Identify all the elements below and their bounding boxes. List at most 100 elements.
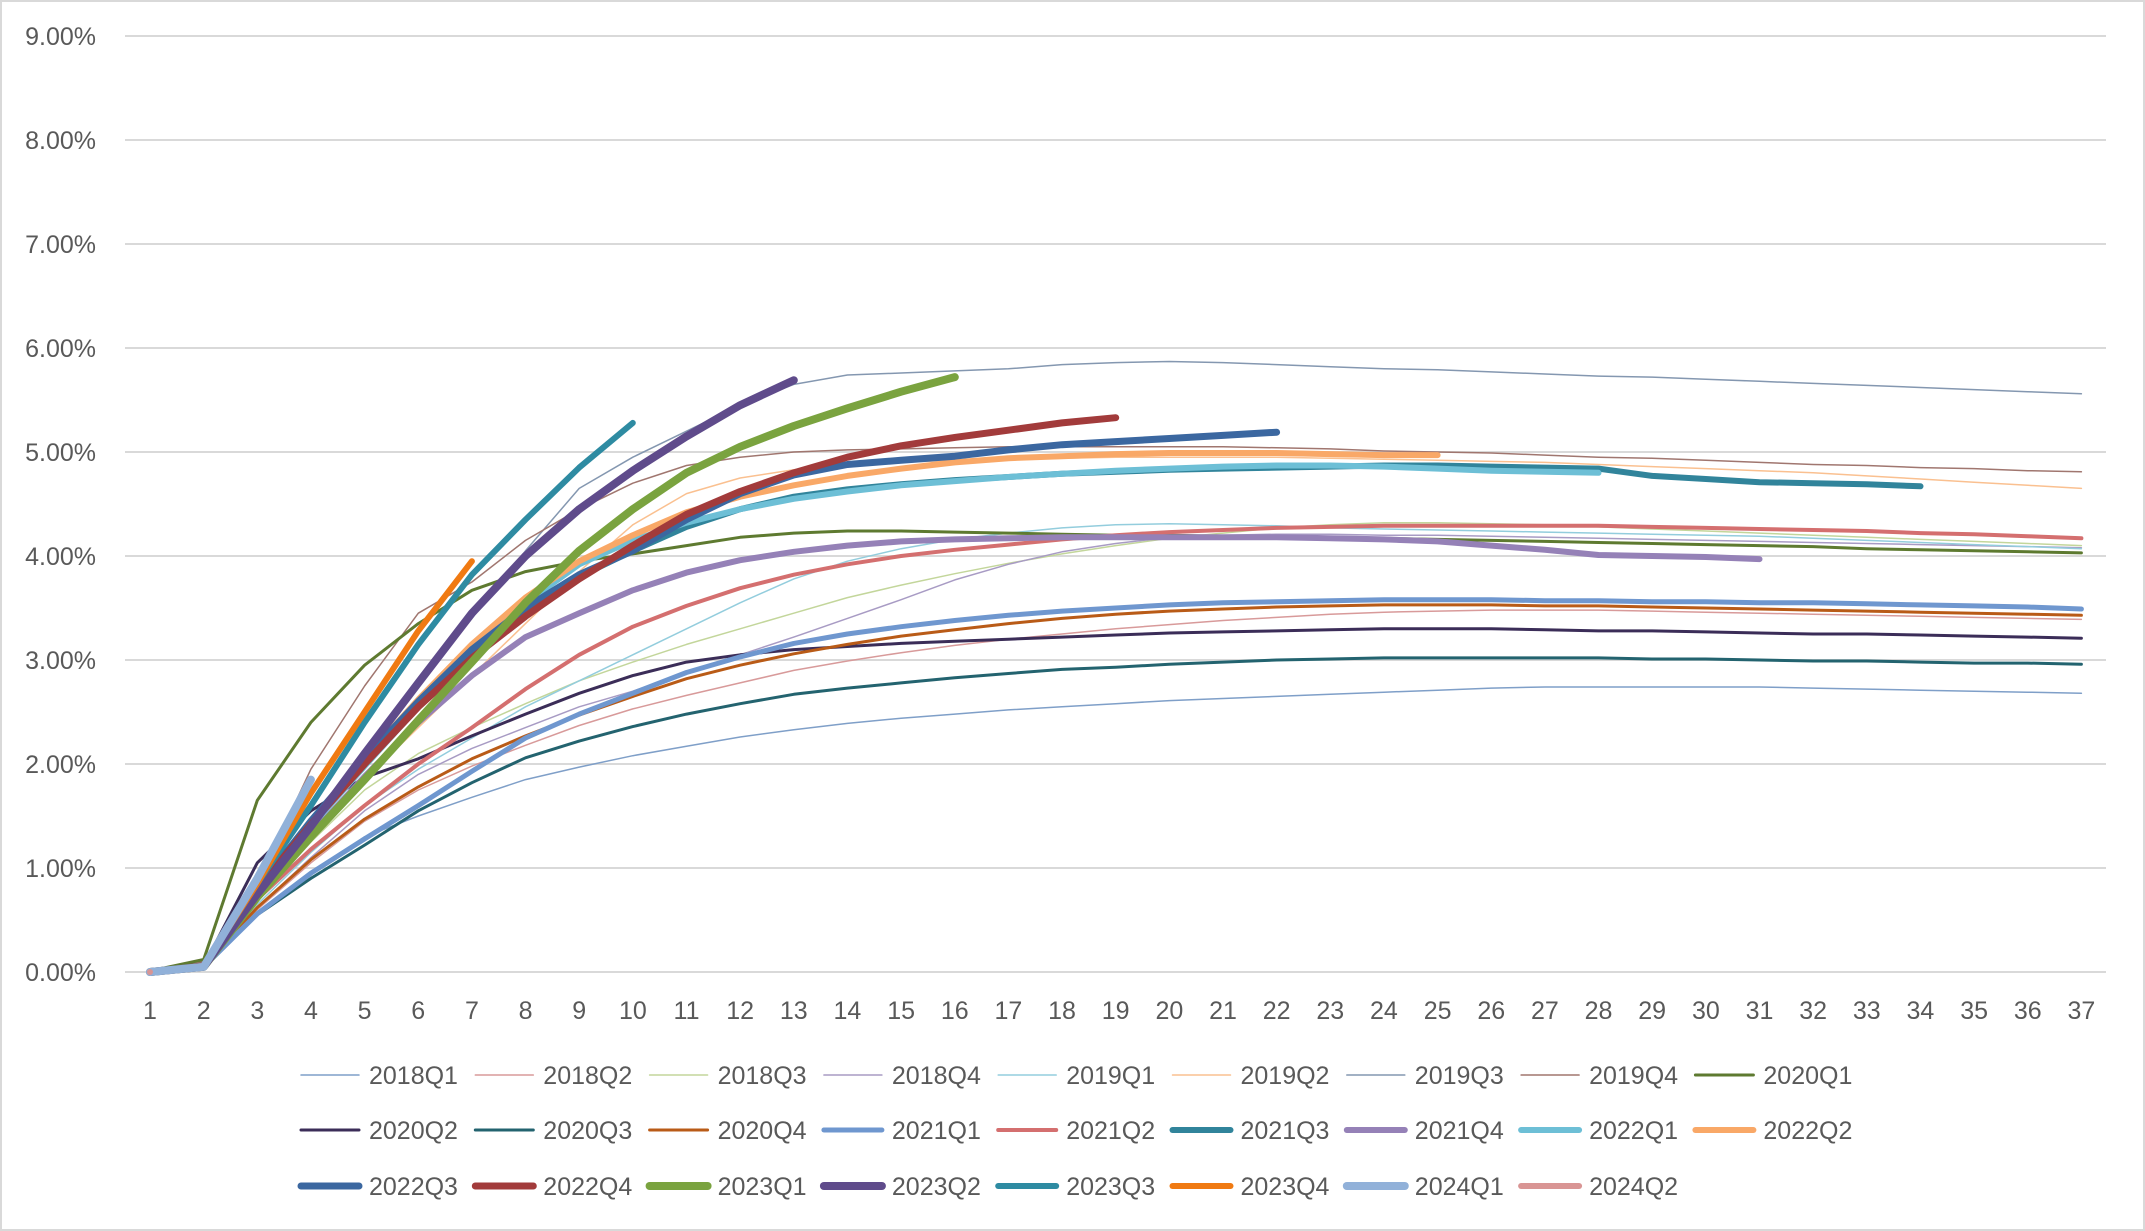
x-tick-label: 17 <box>994 997 1022 1025</box>
series-line-2020q3 <box>148 656 2083 974</box>
x-tick-label: 21 <box>1209 997 1237 1025</box>
legend-label: 2018Q3 <box>718 1062 807 1090</box>
legend-item-2019q3: 2019Q3 <box>1346 1062 1504 1090</box>
legend-item-2024q1: 2024Q1 <box>1342 1173 1504 1201</box>
legend-item-2019q1: 2019Q1 <box>997 1062 1155 1090</box>
legend-item-2022q4: 2022Q4 <box>471 1173 632 1201</box>
legend-item-2018q3: 2018Q3 <box>648 1062 807 1090</box>
series-line-2018q1 <box>149 686 2083 973</box>
x-tick-label: 2 <box>197 997 211 1025</box>
legend-label: 2019Q2 <box>1241 1062 1330 1090</box>
gridlines <box>125 35 2106 973</box>
x-tick-label: 3 <box>250 997 264 1025</box>
x-tick-label: 23 <box>1316 997 1344 1025</box>
legend-item-2023q1: 2023Q1 <box>645 1173 807 1201</box>
y-tick-label: 2.00% <box>25 751 96 779</box>
x-tick-label: 10 <box>619 997 647 1025</box>
legend-label: 2021Q1 <box>892 1117 981 1145</box>
legend-label: 2018Q2 <box>543 1062 632 1090</box>
series-line-2019q4 <box>149 446 2083 971</box>
x-tick-label: 24 <box>1370 997 1398 1025</box>
y-tick-label: 5.00% <box>25 439 96 467</box>
legend-label: 2022Q3 <box>369 1173 458 1201</box>
x-tick-label: 28 <box>1585 997 1613 1025</box>
legend-item-2023q3: 2023Q3 <box>995 1173 1155 1201</box>
y-tick-label: 9.00% <box>25 23 96 51</box>
legend: 2018Q1 2018Q2 2018Q3 2018Q4 2019Q1 2019Q2 2019… <box>297 1062 1852 1201</box>
x-tick-label: 1 <box>143 997 157 1025</box>
y-axis-ticks: 0.00% 1.00% 2.00% 3.00% 4.00% 5.00% 6.00% 7.00%… <box>25 23 96 987</box>
legend-label: 2018Q4 <box>892 1062 981 1090</box>
series-line-2018q2 <box>149 609 2083 973</box>
legend-label: 2020Q4 <box>718 1117 807 1145</box>
x-tick-label: 31 <box>1746 997 1774 1025</box>
legend-item-2020q4: 2020Q4 <box>648 1117 807 1145</box>
legend-item-2018q2: 2018Q2 <box>474 1062 632 1090</box>
legend-item-2023q2: 2023Q2 <box>819 1173 981 1201</box>
x-tick-label: 33 <box>1853 997 1881 1025</box>
x-tick-label: 35 <box>1960 997 1988 1025</box>
legend-item-2022q2: 2022Q2 <box>1692 1117 1852 1145</box>
series-lines <box>146 360 2084 976</box>
legend-item-2021q2: 2021Q2 <box>996 1117 1155 1145</box>
x-tick-label: 9 <box>572 997 586 1025</box>
legend-label: 2022Q1 <box>1589 1117 1678 1145</box>
legend-label: 2023Q1 <box>718 1173 807 1201</box>
x-tick-label: 20 <box>1155 997 1183 1025</box>
series-line-2018q4 <box>149 533 2083 973</box>
y-tick-label: 4.00% <box>25 543 96 571</box>
x-tick-label: 18 <box>1048 997 1076 1025</box>
x-tick-label: 29 <box>1638 997 1666 1025</box>
series-line-2021q2 <box>148 523 2084 974</box>
legend-label: 2022Q4 <box>543 1173 632 1201</box>
x-tick-label: 12 <box>726 997 754 1025</box>
legend-label: 2021Q2 <box>1066 1117 1155 1145</box>
legend-item-2018q4: 2018Q4 <box>823 1062 981 1090</box>
legend-label: 2023Q4 <box>1241 1173 1330 1201</box>
legend-label: 2019Q1 <box>1066 1062 1155 1090</box>
series-line-2023q1 <box>146 373 959 976</box>
legend-item-2021q4: 2021Q4 <box>1343 1117 1504 1145</box>
x-tick-label: 26 <box>1477 997 1505 1025</box>
x-tick-label: 30 <box>1692 997 1720 1025</box>
x-tick-label: 8 <box>519 997 533 1025</box>
y-tick-label: 3.00% <box>25 647 96 675</box>
legend-item-2021q1: 2021Q1 <box>821 1117 981 1145</box>
y-tick-label: 7.00% <box>25 231 96 259</box>
y-tick-label: 6.00% <box>25 335 96 363</box>
legend-item-2020q2: 2020Q2 <box>299 1117 458 1145</box>
legend-label: 2020Q2 <box>369 1117 458 1145</box>
series-line-2023q3 <box>147 419 636 975</box>
y-tick-label: 8.00% <box>25 127 96 155</box>
series-line-2020q2 <box>148 627 2083 974</box>
x-tick-label: 6 <box>411 997 425 1025</box>
x-tick-label: 15 <box>887 997 915 1025</box>
series-line-2023q2 <box>146 376 798 976</box>
legend-item-2021q3: 2021Q3 <box>1169 1117 1329 1145</box>
x-tick-label: 32 <box>1799 997 1827 1025</box>
series-line-2024q1 <box>146 775 315 976</box>
legend-label: 2019Q3 <box>1415 1062 1504 1090</box>
legend-item-2019q4: 2019Q4 <box>1520 1062 1678 1090</box>
x-axis-ticks: 1 2 3 4 5 6 7 8 9 10 11 12 13 14 15 16 17 18 19 20 21 22 23 24 2… <box>143 997 2095 1025</box>
legend-item-2020q3: 2020Q3 <box>473 1117 632 1145</box>
x-tick-label: 16 <box>941 997 969 1025</box>
series-line-2021q1 <box>147 597 2084 975</box>
x-tick-label: 13 <box>780 997 808 1025</box>
legend-label: 2024Q2 <box>1589 1173 1678 1201</box>
x-tick-label: 37 <box>2067 997 2095 1025</box>
x-tick-label: 22 <box>1263 997 1291 1025</box>
x-tick-label: 14 <box>834 997 862 1025</box>
x-tick-label: 25 <box>1424 997 1452 1025</box>
legend-label: 2018Q1 <box>369 1062 458 1090</box>
legend-label: 2023Q3 <box>1066 1173 1155 1201</box>
series-line-2019q1 <box>149 523 2083 973</box>
legend-item-2024q2: 2024Q2 <box>1518 1173 1678 1201</box>
x-tick-label: 5 <box>358 997 372 1025</box>
x-tick-label: 7 <box>465 997 479 1025</box>
x-tick-label: 4 <box>304 997 318 1025</box>
legend-label: 2021Q4 <box>1415 1117 1504 1145</box>
legend-label: 2020Q1 <box>1763 1062 1852 1090</box>
